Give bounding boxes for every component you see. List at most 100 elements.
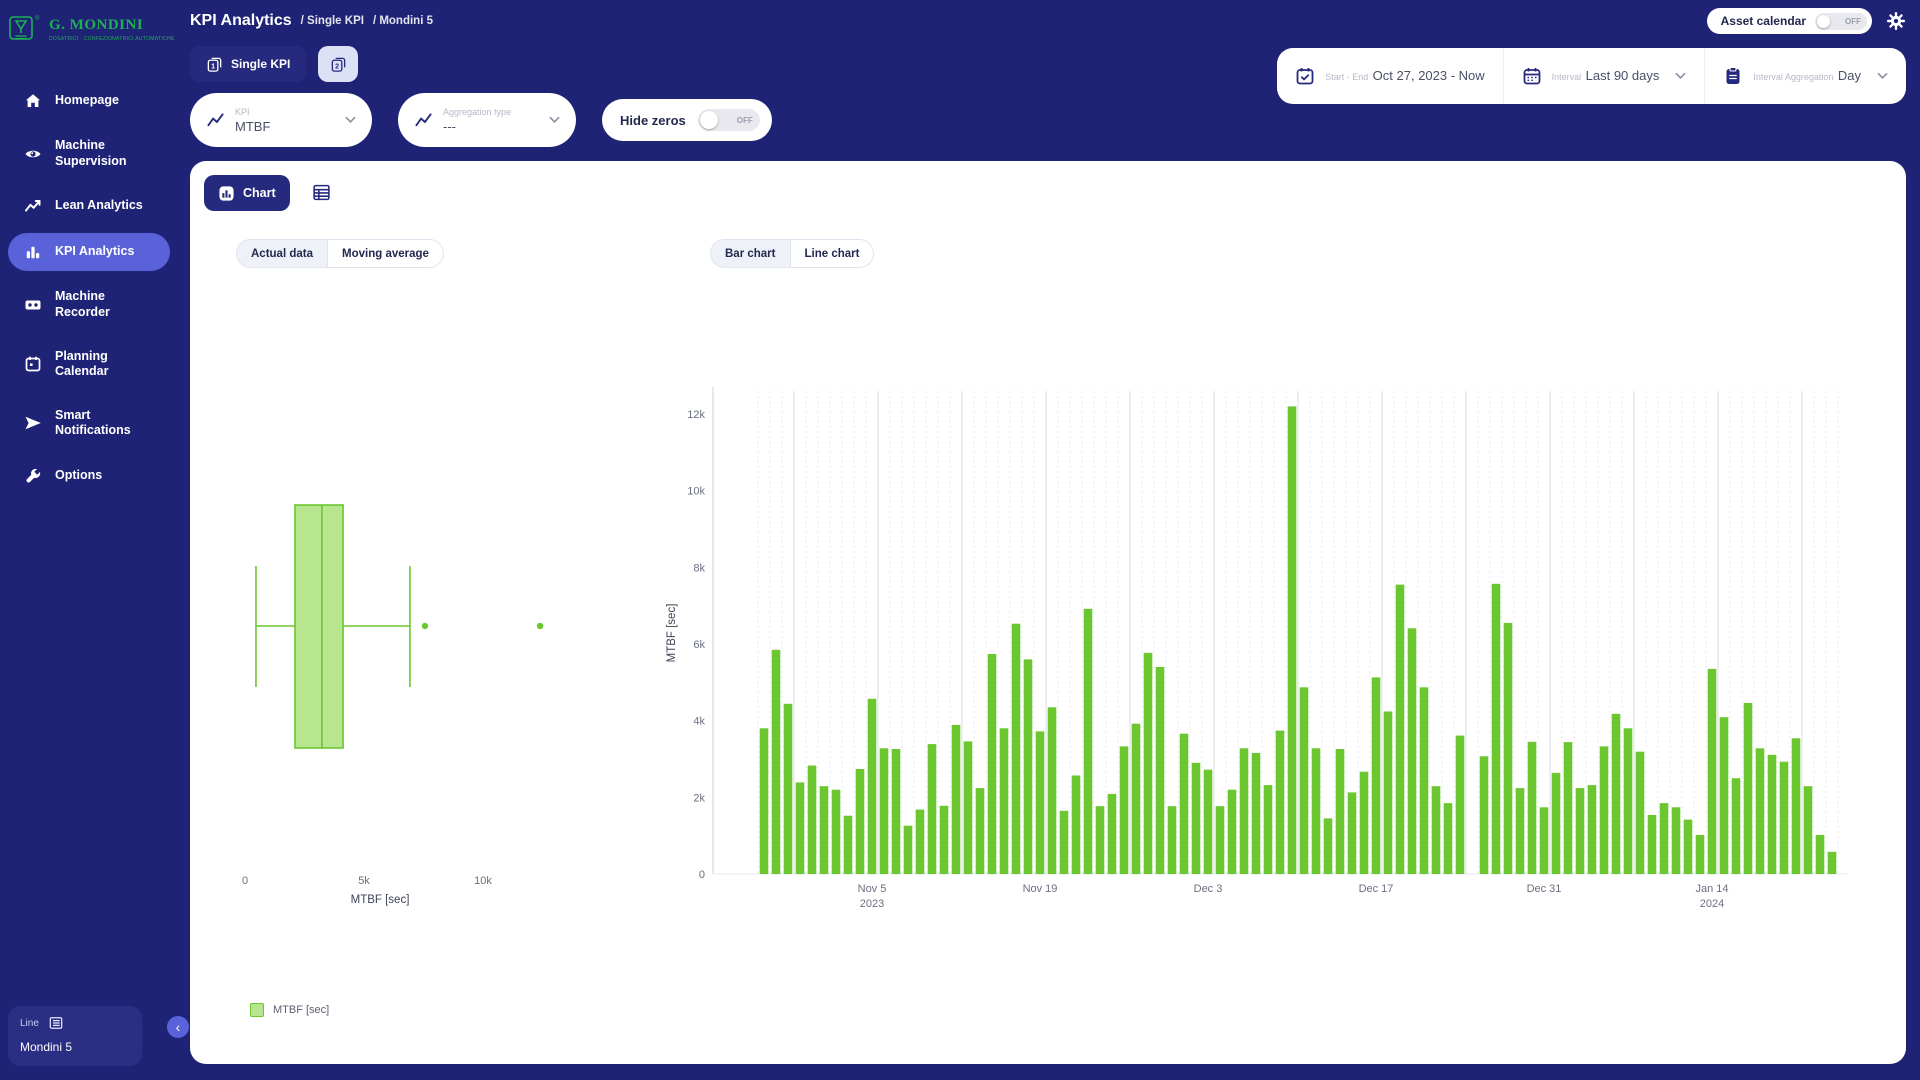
kpi-filters-row: KPI MTBF Aggregation type --- Hide zeros <box>190 93 772 147</box>
page-title: KPI Analytics <box>190 12 292 29</box>
logo-title: G. MONDINI <box>49 16 144 33</box>
svg-text:10k: 10k <box>474 875 492 887</box>
view-tabs: Chart <box>204 175 332 211</box>
kpi-dropdown-label: KPI <box>235 106 250 117</box>
asset-calendar-label: Asset calendar <box>1720 14 1806 28</box>
sidebar-item-label: Homepage <box>55 93 119 108</box>
table-view-icon <box>313 184 330 201</box>
chevron-down-icon <box>1675 72 1686 80</box>
hide-zeros-toggle-pill[interactable]: Hide zeros OFF <box>602 99 772 141</box>
svg-text:Nov 5: Nov 5 <box>858 883 887 895</box>
sidebar-item-label: Options <box>55 468 103 483</box>
svg-text:10k: 10k <box>687 486 705 498</box>
chart-view-icon <box>219 185 234 201</box>
clipboard-icon <box>1726 66 1740 84</box>
svg-text:2023: 2023 <box>860 898 884 910</box>
topbar: KPI Analytics / Single KPI / Mondini 5 A… <box>190 8 1906 34</box>
chevron-down-icon <box>1877 72 1888 80</box>
selected-machine: Mondini 5 <box>20 1040 73 1054</box>
sidebar-item-kpi-analytics[interactable]: KPI Analytics <box>8 233 170 272</box>
tab-table-view[interactable] <box>312 183 332 203</box>
asset-calendar-toggle-pill[interactable]: Asset calendar OFF <box>1706 8 1872 34</box>
svg-text:MTBF [sec]: MTBF [sec] <box>351 894 410 906</box>
sidebar-item-label: Machine Recorder <box>55 289 110 319</box>
svg-text:6k: 6k <box>693 639 705 651</box>
interval-dropdown[interactable]: Interval Last 90 days <box>1502 48 1705 104</box>
box-plot-svg: 0 5k 10k MTBF [sec] <box>242 504 544 906</box>
multi-page-icon: 2 <box>331 57 346 72</box>
svg-text:Dec 17: Dec 17 <box>1359 883 1394 895</box>
chart-line-icon <box>415 112 432 126</box>
breadcrumb-machine: / Mondini 5 <box>372 15 433 27</box>
tab-chart-view[interactable]: Chart <box>204 175 290 211</box>
actual-data-button[interactable]: Actual data <box>236 239 328 268</box>
breadcrumb-single-kpi: / Single KPI <box>300 15 364 27</box>
aggregation-type-label: Aggregation type <box>443 106 512 117</box>
sidebar-item-planning-calendar[interactable]: Planning Calendar <box>8 339 170 390</box>
data-mode-group: Actual data Moving average <box>236 239 444 268</box>
list-icon <box>49 1017 63 1029</box>
sidebar-item-smart-notifications[interactable]: Smart Notifications <box>8 398 170 449</box>
tab-single-kpi-label: Single KPI <box>231 57 291 71</box>
sidebar-item-homepage[interactable]: Homepage <box>8 82 170 120</box>
sidebar-item-label: Planning Calendar <box>55 348 109 379</box>
kpi-dropdown-value: MTBF <box>235 118 271 134</box>
line-chart-button[interactable]: Line chart <box>790 239 875 268</box>
start-end-label: Start - End <box>1325 72 1369 82</box>
legend-swatch <box>250 1003 264 1017</box>
home-icon <box>26 94 40 107</box>
chevron-down-icon <box>549 116 560 124</box>
eye-icon <box>25 150 41 157</box>
svg-text:Nov 19: Nov 19 <box>1023 883 1058 895</box>
asset-calendar-state: OFF <box>1845 16 1861 26</box>
svg-text:MTBF [sec]: MTBF [sec] <box>666 604 678 663</box>
kpi-dropdown[interactable]: KPI MTBF <box>190 93 372 147</box>
logo-subtitle: DOSATRICI - CONFEZIONATRICI AUTOMATICHE <box>49 35 175 42</box>
mondini-logo-icon: ® <box>9 15 40 40</box>
interval-label: Interval <box>1551 72 1582 82</box>
interval-aggregation-label: Interval Aggregation <box>1753 72 1834 82</box>
svg-text:Jan 14: Jan 14 <box>1695 883 1728 895</box>
calendar-icon <box>1523 68 1541 85</box>
moving-average-button[interactable]: Moving average <box>328 239 444 268</box>
recorder-icon <box>25 300 41 310</box>
chart-line-icon <box>207 112 224 126</box>
chart-type-group: Bar chart Line chart <box>710 239 875 268</box>
svg-text:5k: 5k <box>358 875 370 887</box>
svg-text:Dec 3: Dec 3 <box>1194 883 1223 895</box>
sidebar-item-options[interactable]: Options <box>8 457 170 495</box>
aggregation-type-value: --- <box>443 118 456 134</box>
bar-chart-button[interactable]: Bar chart <box>710 239 791 268</box>
interval-aggregation-dropdown[interactable]: Interval Aggregation Day <box>1704 48 1906 104</box>
legend-label: MTBF [sec] <box>273 1004 330 1016</box>
line-selector-panel[interactable]: Line Mondini 5 <box>8 1006 142 1066</box>
interval-value: Last 90 days <box>1585 68 1660 83</box>
legend-item-mtbf[interactable]: MTBF [sec] <box>250 1003 329 1017</box>
sidebar-item-machine-recorder[interactable]: Machine Recorder <box>8 279 170 330</box>
svg-text:Dec 31: Dec 31 <box>1527 883 1562 895</box>
svg-text:12k: 12k <box>687 409 705 421</box>
sidebar-item-machine-supervision[interactable]: Machine Supervision <box>8 128 170 179</box>
filter-bar: 1 Single KPI 2 KPI MTBF <box>190 46 1906 147</box>
tab-multi-kpi[interactable]: 2 <box>318 46 359 82</box>
trend-icon <box>25 200 41 212</box>
start-end-picker[interactable]: Start - End Oct 27, 2023 - Now <box>1277 48 1502 104</box>
sidebar-item-lean-analytics[interactable]: Lean Analytics <box>8 187 170 225</box>
chart-card: Chart Actual data Moving average Bar cha… <box>190 161 1906 1064</box>
kpi-mode-tabs: 1 Single KPI 2 <box>190 46 772 82</box>
calendar-icon <box>25 356 41 372</box>
hide-zeros-switch[interactable]: OFF <box>697 109 760 131</box>
svg-text:1: 1 <box>211 62 215 70</box>
sidebar-item-label: Machine Supervision <box>55 138 127 168</box>
sidebar: ® G. MONDINI DOSATRICI - CONFEZIONATRICI… <box>0 0 189 1080</box>
asset-calendar-switch[interactable]: OFF <box>1815 12 1867 30</box>
sidebar-collapse-button[interactable]: ‹ <box>167 1016 189 1038</box>
svg-text:0: 0 <box>699 869 705 881</box>
gear-icon[interactable] <box>1886 11 1906 31</box>
sidebar-item-label: Lean Analytics <box>55 198 143 213</box>
aggregation-type-dropdown[interactable]: Aggregation type --- <box>398 93 576 147</box>
line-label: Line <box>20 1017 39 1029</box>
hide-zeros-label: Hide zeros <box>620 112 686 128</box>
chart-controls: Actual data Moving average Bar chart Lin… <box>190 239 1906 269</box>
tab-single-kpi[interactable]: 1 Single KPI <box>190 46 307 82</box>
